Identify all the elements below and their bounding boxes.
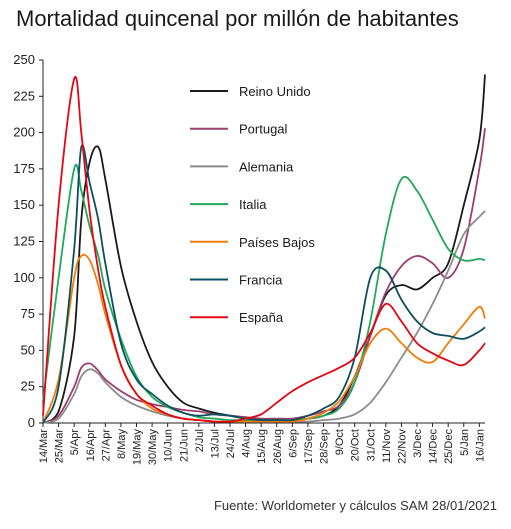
x-tick-label: 21/Jun — [178, 429, 190, 462]
y-tick-label: 250 — [13, 52, 35, 67]
legend-label-alemania: Alemania — [239, 159, 294, 174]
series-line-espana — [42, 75, 486, 423]
series-line-portugal — [42, 128, 486, 424]
x-tick-label: 20/Oct — [350, 429, 362, 461]
x-tick-label: 8/May — [116, 429, 128, 459]
series-line-italia — [42, 163, 486, 422]
x-tick-label: 25/Mar — [54, 429, 66, 464]
x-tick-label: 17/Sep — [303, 429, 315, 464]
y-tick-label: 75 — [21, 306, 35, 321]
y-tick-label: 25 — [21, 379, 35, 394]
x-tick-label: 4/Aug — [241, 429, 253, 458]
x-tick-label: 22/Nov — [396, 429, 408, 464]
y-tick-label: 175 — [13, 161, 35, 176]
x-tick-label: 15/Aug — [256, 429, 268, 464]
legend-label-francia: Francia — [239, 273, 283, 288]
x-tick-label: 13/Jul — [209, 429, 221, 458]
x-tick-label: 28/Sep — [319, 429, 331, 464]
x-tick-label: 30/May — [147, 429, 159, 466]
chart-title: Mortalidad quincenal por millón de habit… — [16, 6, 459, 31]
x-tick-label: 24/Jul — [225, 429, 237, 458]
x-tick-label: 27/Apr — [100, 429, 112, 462]
y-tick-label: 225 — [13, 88, 35, 103]
legend: Reino Unido Portugal Alemania Italia Países … — [190, 84, 315, 325]
series-lines — [42, 74, 486, 424]
y-tick-label: 200 — [13, 125, 35, 140]
x-tick-label: 14/Dec — [428, 429, 440, 464]
x-tick-label: 11/Nov — [381, 429, 393, 464]
source-note: Fuente: Worldometer y cálculos SAM 28/01… — [213, 498, 497, 513]
y-tick-label: 0 — [28, 415, 35, 430]
y-tick-label: 100 — [13, 270, 35, 285]
x-tick-label: 16/Apr — [85, 429, 97, 462]
x-tick-label: 19/May — [132, 429, 144, 466]
x-tick-label: 31/Oct — [365, 429, 377, 461]
legend-label-italia: Italia — [239, 197, 267, 212]
x-tick-label: 9/Oct — [334, 429, 346, 455]
y-tick-labels: 0 25 50 75 100 125 150 175 200 225 250 — [13, 52, 43, 430]
x-tick-label: 10/Jun — [163, 429, 175, 462]
x-tick-label: 25/Dec — [443, 429, 455, 464]
x-tick-label: 3/Dec — [412, 429, 424, 458]
y-tick-label: 125 — [13, 234, 35, 249]
x-tick-label: 6/Sep — [287, 429, 299, 458]
x-tick-label: 5/Apr — [69, 429, 81, 456]
x-tick-label: 26/Aug — [272, 429, 284, 464]
series-line-paises-bajos — [42, 253, 486, 424]
legend-label-portugal: Portugal — [239, 122, 288, 137]
x-tick-label: 16/Jan — [474, 429, 486, 462]
legend-label-reino-unido: Reino Unido — [239, 84, 311, 99]
legend-label-espana: España — [239, 310, 284, 325]
y-tick-label: 150 — [13, 197, 35, 212]
legend-label-paises-bajos: Países Bajos — [239, 235, 315, 250]
x-tick-label: 14/Mar — [38, 429, 50, 464]
x-tick-labels: 14/Mar 25/Mar 5/Apr 16/Apr 27/Apr 8/May 19/May… — [38, 423, 486, 465]
x-tick-label: 2/Jul — [194, 429, 206, 452]
x-tick-label: 5/Jan — [459, 429, 471, 456]
y-tick-label: 50 — [21, 342, 35, 357]
